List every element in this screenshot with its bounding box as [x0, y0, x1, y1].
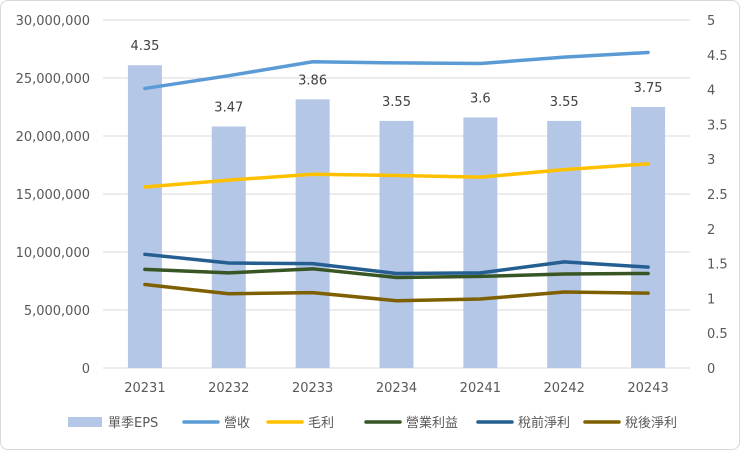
y-axis-right: 0 0.5 1 1.5 2 2.5 3 3.5 4 4.5 5 — [707, 14, 728, 377]
y-right-tick-label: 2.5 — [707, 188, 728, 203]
eps-data-label: 3.6 — [470, 91, 491, 106]
eps-bar — [295, 99, 330, 369]
eps-data-label: 3.55 — [550, 95, 579, 110]
y-left-tick-label: 25,000,000 — [16, 72, 90, 87]
legend-swatch-bar — [68, 417, 102, 427]
series-line-2 — [143, 267, 650, 280]
line-series — [143, 50, 650, 303]
legend-label: 稅後淨利 — [625, 416, 677, 431]
x-tick-label: 20234 — [376, 381, 417, 396]
y-right-tick-label: 5 — [707, 14, 715, 29]
eps-bar — [211, 126, 246, 368]
y-axis-left: 0 5,000,000 10,000,000 15,000,000 20,000,000… — [16, 14, 90, 377]
x-axis: 20231 20232 20233 20234 20241 20242 20243 — [124, 381, 669, 396]
data-labels: 4.35 3.47 3.86 3.55 3.6 3.55 3.75 — [130, 39, 662, 115]
legend-label: 營收 — [224, 416, 250, 431]
series-line-0 — [143, 50, 650, 91]
x-tick-label: 20243 — [627, 381, 668, 396]
legend-label: 稅前淨利 — [518, 415, 570, 431]
eps-data-label: 4.35 — [130, 39, 159, 54]
series-line-1 — [143, 162, 650, 189]
legend: 單季EPS 營收 毛利 營業利益 稅前淨利 稅後淨利 — [68, 415, 677, 431]
series-line-4 — [143, 282, 650, 303]
y-right-tick-label: 3.5 — [707, 118, 728, 133]
x-tick-label: 20242 — [544, 381, 585, 396]
eps-bar — [127, 65, 162, 369]
y-left-tick-label: 20,000,000 — [16, 130, 90, 145]
y-left-tick-label: 5,000,000 — [24, 304, 90, 319]
eps-bar — [379, 120, 414, 368]
y-left-tick-label: 15,000,000 — [16, 188, 90, 203]
eps-bar — [463, 117, 498, 368]
y-left-tick-label: 10,000,000 — [16, 246, 90, 261]
eps-bars — [127, 65, 666, 369]
x-tick-label: 20233 — [292, 381, 333, 396]
y-left-tick-label: 0 — [82, 362, 90, 377]
y-right-tick-label: 4.5 — [707, 49, 728, 64]
y-right-tick-label: 4 — [707, 84, 715, 99]
legend-label: 單季EPS — [108, 416, 158, 431]
x-tick-label: 20231 — [124, 381, 165, 396]
eps-data-label: 3.47 — [214, 100, 243, 115]
eps-bar — [631, 107, 666, 368]
x-tick-label: 20241 — [460, 381, 501, 396]
eps-data-label: 3.55 — [382, 95, 411, 110]
eps-bar — [547, 120, 582, 368]
y-right-tick-label: 3 — [707, 153, 715, 168]
y-left-tick-label: 30,000,000 — [16, 14, 90, 29]
y-right-tick-label: 1 — [707, 292, 715, 307]
legend-label: 營業利益 — [406, 415, 458, 431]
x-tick-label: 20232 — [208, 381, 249, 396]
y-right-tick-label: 1.5 — [707, 258, 728, 273]
y-right-tick-label: 0.5 — [707, 327, 728, 342]
eps-data-label: 3.86 — [298, 73, 327, 88]
series-line-3 — [143, 252, 650, 276]
y-right-tick-label: 0 — [707, 362, 715, 377]
legend-label: 毛利 — [308, 416, 334, 431]
eps-data-label: 3.75 — [634, 81, 663, 96]
y-right-tick-label: 2 — [707, 223, 715, 238]
